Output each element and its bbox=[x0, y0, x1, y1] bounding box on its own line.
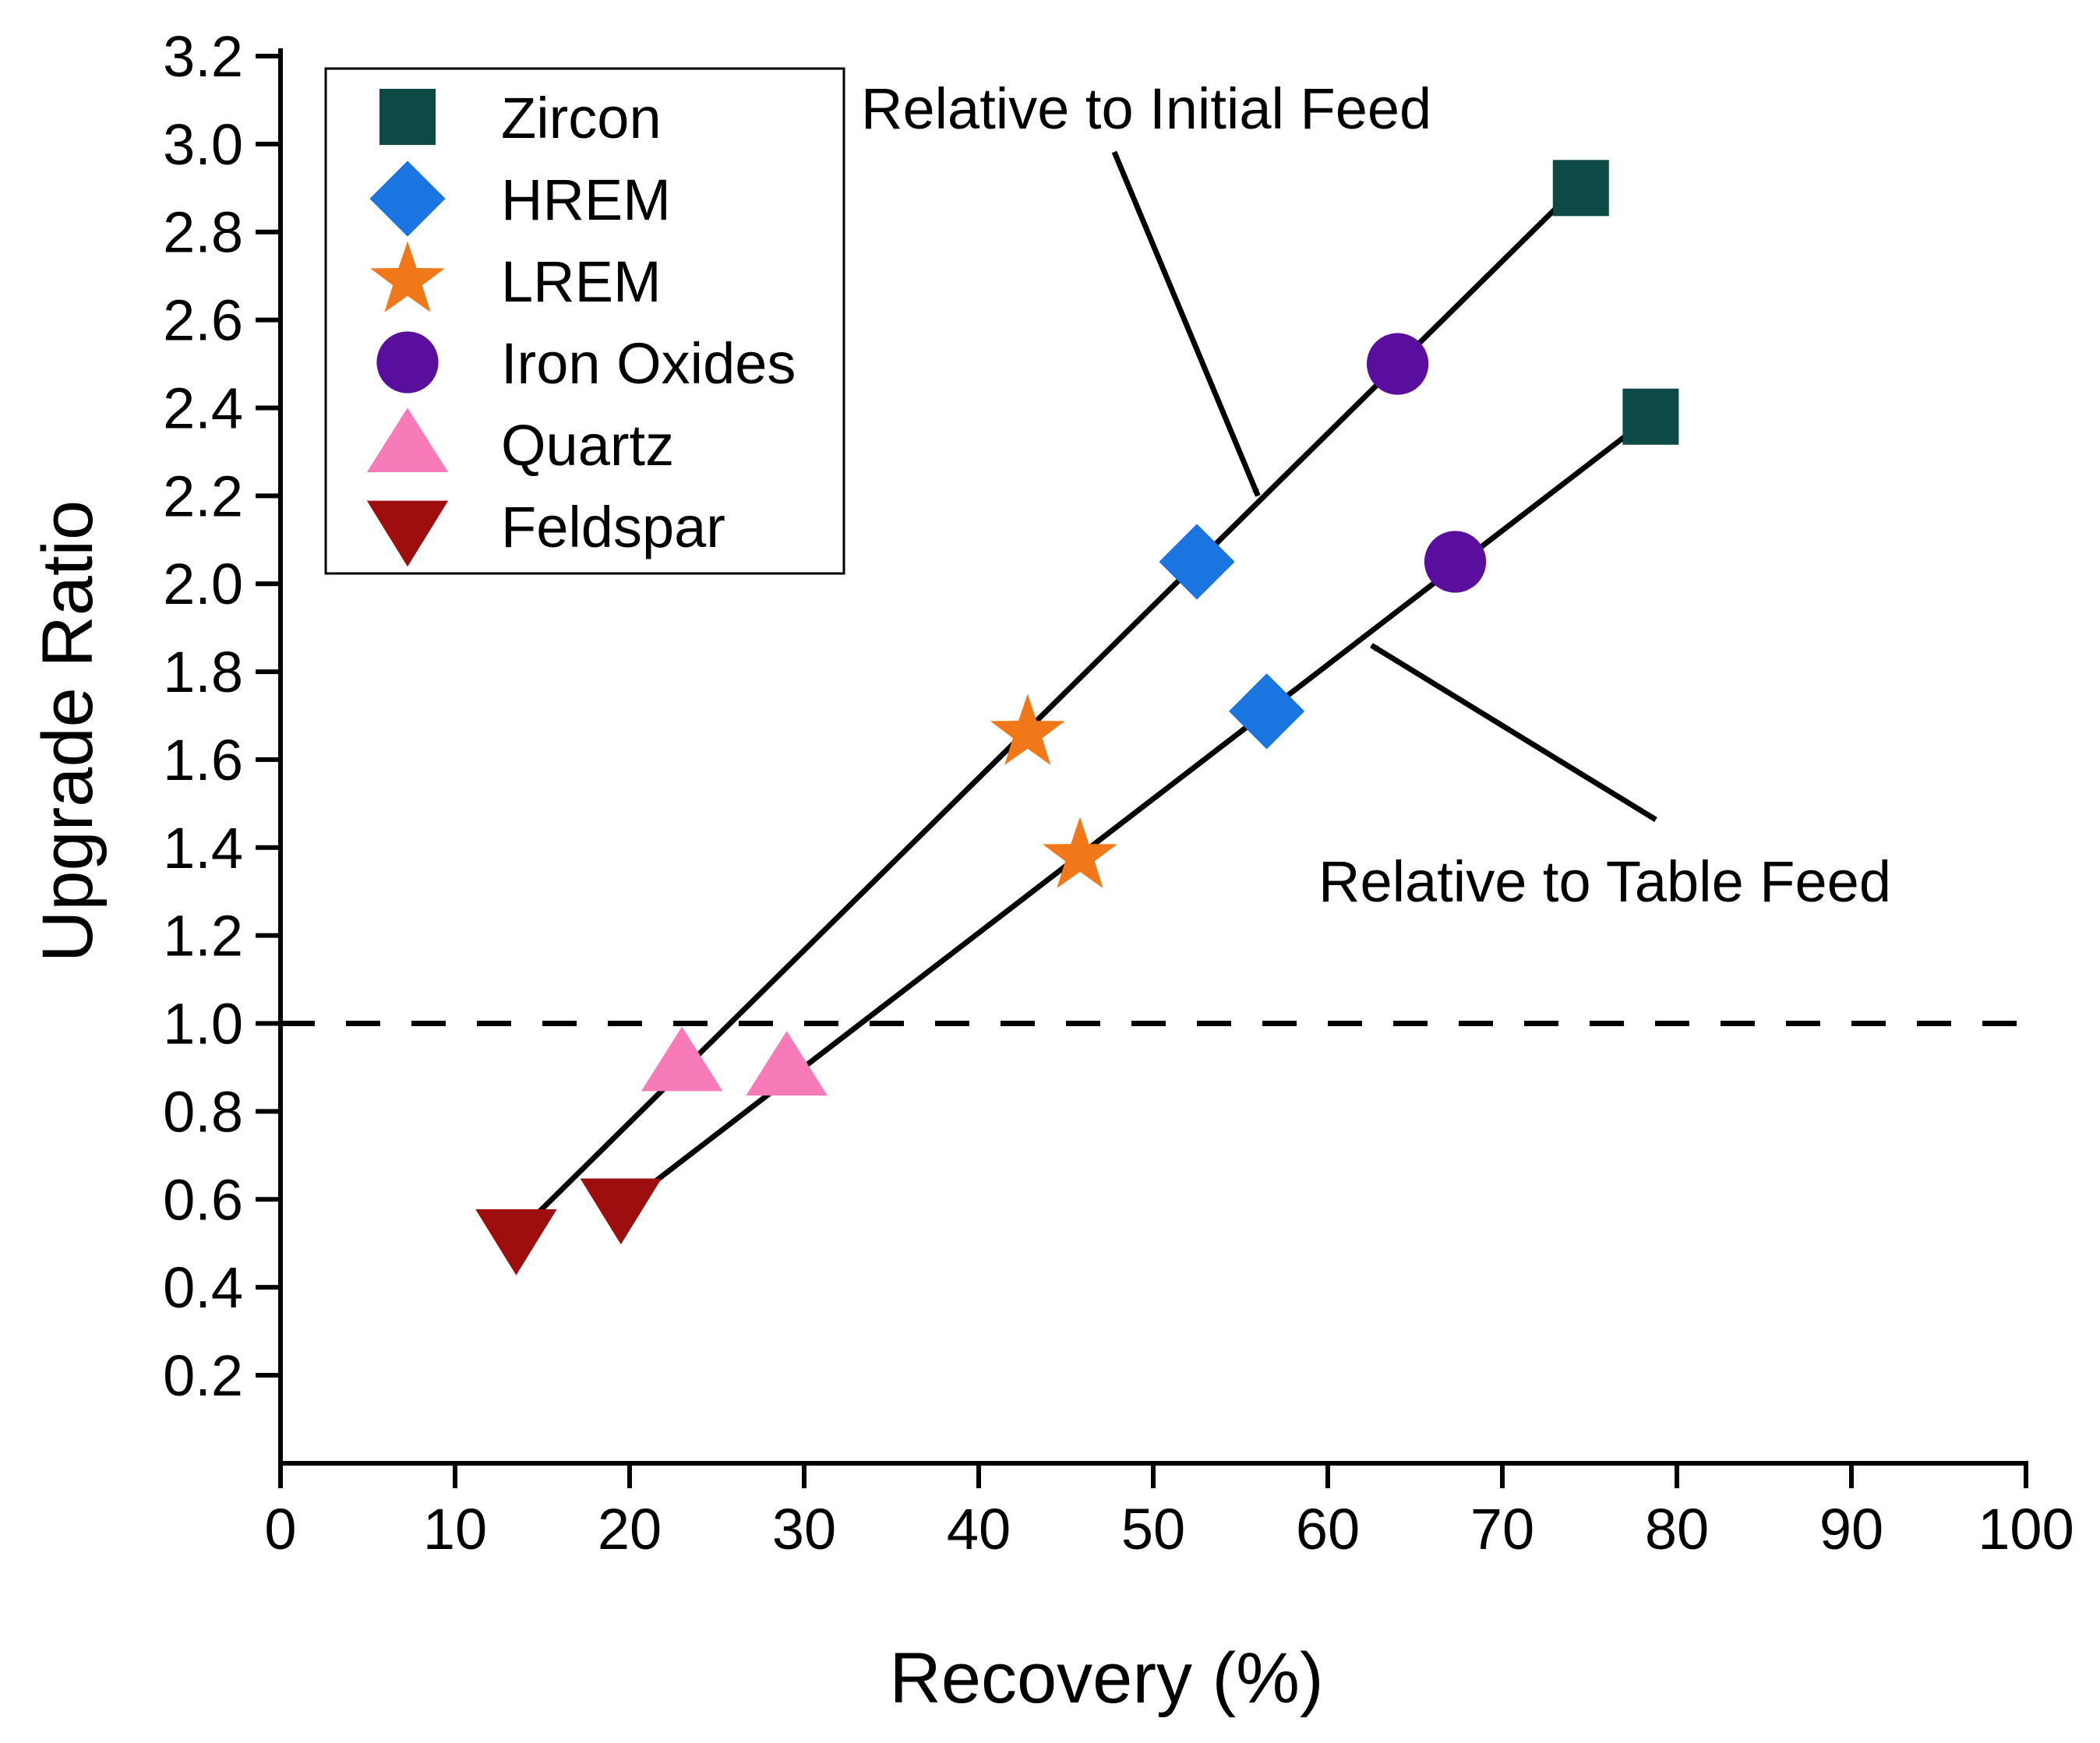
legend: Zircon HREM LREM Iron Oxides Quartz Feldspar bbox=[324, 67, 845, 575]
x-axis-title: Recovery (%) bbox=[889, 1639, 1323, 1718]
annotations: Relative to Initial Feed Relative to Tabl… bbox=[861, 76, 1891, 914]
legend-marker-lrem bbox=[370, 241, 445, 312]
legend-marker-feldspar bbox=[366, 500, 449, 567]
y-tick-label: 2.0 bbox=[163, 552, 243, 616]
y-tick-label: 1.2 bbox=[163, 904, 243, 969]
legend-marker-iron-oxides bbox=[376, 331, 439, 393]
x-tick-label: 40 bbox=[947, 1497, 1011, 1561]
data-point-feldspar bbox=[580, 1178, 662, 1245]
x-tick-label: 60 bbox=[1296, 1497, 1360, 1561]
data-points bbox=[475, 160, 1679, 1275]
data-point-quartz bbox=[746, 1031, 828, 1096]
data-point-hrem bbox=[1159, 524, 1235, 600]
data-point-quartz bbox=[641, 1026, 723, 1092]
data-point-feldspar bbox=[475, 1209, 557, 1275]
legend-label-zircon: Zircon bbox=[501, 86, 662, 150]
y-tick-label: 2.8 bbox=[163, 200, 243, 265]
annotation-arrow-table-feed bbox=[1370, 643, 1657, 822]
y-tick-label: 2.4 bbox=[163, 376, 243, 440]
y-tick-label: 3.2 bbox=[163, 24, 243, 89]
legend-marker-quartz bbox=[366, 408, 449, 472]
y-tick-label: 0.8 bbox=[163, 1079, 243, 1144]
x-tick-label: 20 bbox=[598, 1497, 662, 1561]
x-tick-label: 10 bbox=[423, 1497, 487, 1561]
legend-marker-zircon bbox=[379, 89, 436, 145]
axes: 0 10 20 30 40 50 60 70 80 90 100 0.2 0.4 0.6 0.8 1.0 1.2… bbox=[28, 24, 2074, 1718]
y-tick-label: 0.4 bbox=[163, 1255, 243, 1320]
legend-label-quartz: Quartz bbox=[501, 413, 674, 478]
annotation-table-feed: Relative to Table Feed bbox=[1318, 849, 1891, 914]
legend-label-hrem: HREM bbox=[501, 168, 671, 232]
y-tick-label: 1.4 bbox=[163, 816, 243, 880]
x-tick-label: 80 bbox=[1645, 1497, 1709, 1561]
y-tick-label: 2.2 bbox=[163, 464, 243, 528]
y-tick-label: 1.8 bbox=[163, 640, 243, 704]
y-tick-label: 1.6 bbox=[163, 728, 243, 792]
legend-label-lrem: LREM bbox=[501, 249, 662, 314]
x-tick-label: 30 bbox=[772, 1497, 836, 1561]
x-tick-label: 0 bbox=[264, 1497, 296, 1561]
y-tick-label: 3.0 bbox=[163, 112, 243, 177]
y-tick-label: 2.6 bbox=[163, 288, 243, 353]
annotation-arrow-initial-feed bbox=[1111, 150, 1261, 497]
legend-marker-hrem bbox=[369, 161, 446, 237]
y-tick-label: 0.6 bbox=[163, 1167, 243, 1232]
data-point-zircon bbox=[1622, 388, 1679, 445]
data-point-zircon bbox=[1552, 160, 1609, 217]
y-tick-label: 1.0 bbox=[163, 992, 243, 1057]
legend-label-iron-oxides: Iron Oxides bbox=[501, 331, 796, 396]
x-tick-label: 90 bbox=[1819, 1497, 1883, 1561]
data-point-hrem bbox=[1229, 673, 1305, 750]
x-tick-label: 70 bbox=[1470, 1497, 1534, 1561]
legend-box bbox=[324, 67, 845, 575]
annotation-initial-feed: Relative to Initial Feed bbox=[861, 76, 1431, 141]
x-tick-label: 50 bbox=[1121, 1497, 1185, 1561]
y-tick-label: 0.2 bbox=[163, 1343, 243, 1408]
legend-label-feldspar: Feldspar bbox=[501, 495, 725, 559]
y-axis-title: Upgrade Ratio bbox=[28, 500, 108, 962]
data-point-lrem bbox=[990, 693, 1065, 765]
data-point-iron-oxides bbox=[1424, 531, 1487, 593]
data-point-lrem bbox=[1042, 817, 1117, 888]
x-tick-label: 100 bbox=[1978, 1497, 2074, 1561]
data-point-iron-oxides bbox=[1367, 333, 1429, 395]
